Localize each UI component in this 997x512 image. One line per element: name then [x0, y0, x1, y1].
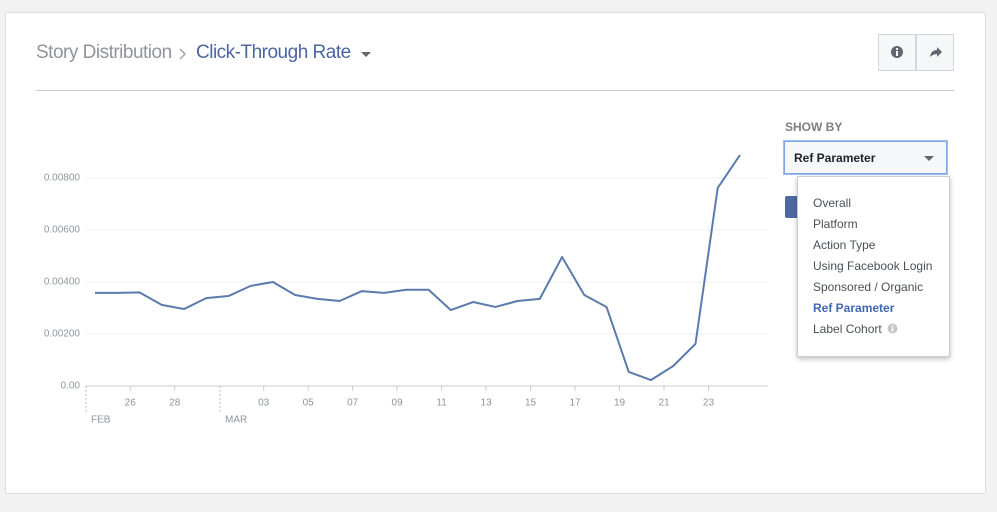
info-button[interactable]	[878, 34, 916, 71]
menu-option[interactable]: Using Facebook Login	[813, 259, 932, 273]
option-text: Overall	[813, 196, 852, 210]
dropdown-menu: Overall Platform Action Type Using Facebook…	[797, 176, 950, 357]
menu-option[interactable]: Label Cohort	[813, 322, 898, 336]
x-tick-label: 11	[436, 398, 447, 409]
y-tick-label: 0.00400	[44, 277, 81, 288]
x-tick-label: 28	[169, 398, 181, 409]
breadcrumb-separator	[179, 48, 187, 60]
breadcrumb-caret[interactable]	[361, 52, 371, 58]
show-by-select[interactable]: Ref Parameter	[784, 141, 947, 174]
y-tick-label: 0.00800	[44, 173, 81, 184]
x-tick-label: 21	[658, 398, 670, 409]
x-tick-label: 23	[703, 398, 715, 409]
option-text: Sponsored / Organic	[813, 280, 924, 294]
info-icon[interactable]	[887, 323, 898, 334]
x-tick-label: 15	[525, 398, 537, 409]
y-tick-label: 0.00	[61, 381, 81, 392]
breadcrumb-root[interactable]: Story Distribution	[36, 42, 172, 63]
option-text: Using Facebook Login	[813, 259, 933, 273]
menu-option[interactable]: Sponsored / Organic	[813, 280, 923, 294]
line-series	[95, 154, 741, 382]
y-tick-label: 0.00600	[44, 225, 81, 236]
option-text: Ref Parameter	[813, 301, 895, 315]
menu-option[interactable]: Ref Parameter	[813, 301, 894, 315]
month-label: FEB	[91, 415, 111, 426]
show-by-label: SHOW BY	[785, 120, 843, 134]
breadcrumb-current: Click-Through Rate	[196, 42, 351, 63]
option-text: Action Type	[813, 238, 876, 252]
chart: 0.00 0.00200 0.00400 0.00600 0.00800 FEB MAR 26…	[44, 154, 768, 426]
x-tick-label: 07	[347, 398, 359, 409]
option-text: Platform	[813, 217, 858, 231]
option-text: Label Cohort	[813, 322, 882, 336]
y-tick-label: 0.00200	[44, 329, 81, 340]
share-button[interactable]	[916, 34, 954, 71]
x-tick-label: 26	[125, 398, 137, 409]
menu-option[interactable]: Action Type	[813, 238, 875, 252]
menu-option[interactable]: Platform	[813, 217, 858, 231]
x-tick-label: 13	[481, 398, 493, 409]
menu-option[interactable]: Overall	[813, 196, 851, 210]
x-tick-label: 19	[614, 398, 626, 409]
divider	[36, 90, 954, 91]
select-value: Ref Parameter	[794, 151, 876, 165]
select-caret	[924, 156, 934, 161]
x-tick-label: 17	[569, 398, 581, 409]
x-tick-label: 05	[303, 398, 315, 409]
x-tick-label: 09	[392, 398, 404, 409]
x-tick-label: 03	[258, 398, 270, 409]
month-label: MAR	[225, 415, 247, 426]
